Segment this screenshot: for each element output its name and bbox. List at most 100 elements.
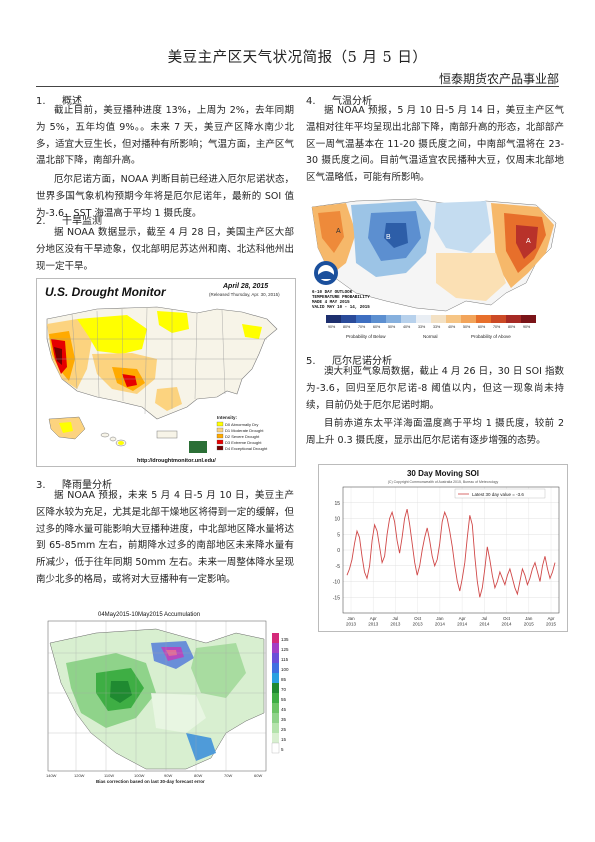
temperature-outlook-map: A B A 6-10 DAY OUTLOOK TEMPERATURE PROBA… bbox=[306, 193, 564, 346]
soi-latest-label: Latest 30 day value = -3.6 bbox=[472, 492, 524, 497]
soi-title: 30 Day Moving SOI bbox=[407, 469, 479, 478]
section-2-para: 据 NOAA 数据显示，截至 4 月 28 日，美国主产区大部分地区没有干旱迹象… bbox=[36, 227, 294, 272]
organization: 恒泰期货农产品事业部 bbox=[438, 72, 559, 86]
section-4-para: 据 NOAA 预报，5 月 10 日-5 月 14 日，美豆主产区气温相对往年平… bbox=[306, 105, 564, 184]
lon-0: 140W bbox=[46, 773, 57, 778]
legend-d4: D4 Exceptional Drought bbox=[225, 446, 268, 451]
soi-xtick-9-1: 2015 bbox=[546, 622, 557, 627]
scale-10: 15 bbox=[281, 737, 287, 742]
scale-8: 35 bbox=[281, 717, 287, 722]
precip-footer: Bias correction based on last 30-day for… bbox=[96, 779, 205, 784]
header-rule bbox=[36, 86, 559, 87]
soi-ytick-2: 5 bbox=[337, 532, 340, 538]
soi-xtick-0-0: Jan bbox=[347, 616, 355, 621]
soi-ytick-6: -15 bbox=[333, 595, 340, 601]
region-a-east: A bbox=[526, 238, 531, 245]
prob-above-label: Probability of Above bbox=[471, 334, 511, 339]
soi-xtick-1-1: 2013 bbox=[368, 622, 379, 627]
legend-d1: D1 Moderate Drought bbox=[225, 428, 264, 433]
soi-ytick-4: -5 bbox=[336, 564, 341, 570]
soi-xtick-1-0: Apr bbox=[370, 616, 378, 621]
region-b: B bbox=[386, 234, 391, 241]
soi-legend-box bbox=[454, 488, 546, 499]
soi-xtick-3-1: 2013 bbox=[413, 622, 424, 627]
soi-xtick-2-1: 2013 bbox=[390, 622, 401, 627]
pct-12: 80% bbox=[508, 325, 516, 329]
section-1-para-2: 厄尔尼诺方面，NOAA 判断目前已经进入厄尔尼诺状态，世界多国气象机构预期今年将… bbox=[36, 174, 294, 219]
temp-caption-1: 6-10 DAY OUTLOOK bbox=[312, 291, 353, 295]
region-a: A bbox=[336, 228, 341, 235]
usda-logo bbox=[189, 441, 207, 453]
page-title: 美豆主产区天气状况简报（5 月 5 日） bbox=[167, 50, 428, 66]
pct-7: 33% bbox=[433, 325, 441, 329]
lon-5: 80W bbox=[194, 773, 202, 778]
pct-13: 90% bbox=[523, 325, 531, 329]
pct-6: 33% bbox=[418, 325, 426, 329]
scale-2: 115 bbox=[281, 657, 289, 662]
soi-xtick-0-1: 2013 bbox=[346, 622, 357, 627]
pct-0: 90% bbox=[328, 325, 336, 329]
lon-3: 100W bbox=[134, 773, 145, 778]
soi-xtick-6-1: 2014 bbox=[479, 622, 490, 627]
section-5-heading: 5. 厄尔尼诺分析 bbox=[306, 356, 392, 367]
soi-plot-frame bbox=[342, 486, 560, 614]
soi-xtick-2-0: Jul bbox=[393, 616, 399, 621]
scale-3: 100 bbox=[281, 667, 289, 672]
temp-caption-2: TEMPERATURE PROBABILITY bbox=[312, 296, 370, 300]
lon-7: 60W bbox=[254, 773, 262, 778]
legend-d2: D2 Severe Drought bbox=[225, 434, 260, 439]
section-5-para-1: 澳大利亚气象局数据，截止 4 月 26 日，30 日 SOI 指数为-3.6，回… bbox=[306, 366, 564, 411]
soi-xtick-9-0: Apr bbox=[547, 616, 555, 621]
drought-legend-title: Intensity: bbox=[217, 415, 238, 420]
drought-date: April 28, 2015 bbox=[222, 283, 268, 290]
soi-xtick-3-0: Oct bbox=[414, 616, 422, 621]
soi-xtick-8-0: Jan bbox=[525, 616, 533, 621]
soi-series-line bbox=[346, 508, 556, 598]
soi-xtick-4-0: Jan bbox=[436, 616, 444, 621]
section-4-heading: 4. 气温分析 bbox=[306, 96, 372, 107]
soi-xtick-6-0: Jul bbox=[481, 616, 487, 621]
pct-3: 60% bbox=[373, 325, 381, 329]
scale-6: 55 bbox=[281, 697, 287, 702]
pct-1: 80% bbox=[343, 325, 351, 329]
pct-2: 70% bbox=[358, 325, 366, 329]
scale-4: 85 bbox=[281, 677, 287, 682]
scale-7: 45 bbox=[281, 707, 287, 712]
pct-9: 50% bbox=[463, 325, 471, 329]
scale-11: 5 bbox=[281, 747, 284, 752]
pct-4: 50% bbox=[388, 325, 396, 329]
temp-caption-4: VALID MAY 10 - 14, 2015 bbox=[312, 306, 370, 310]
pct-8: 40% bbox=[448, 325, 456, 329]
pct-5: 40% bbox=[403, 325, 411, 329]
soi-xtick-5-1: 2014 bbox=[457, 622, 468, 627]
soi-xtick-8-1: 2015 bbox=[524, 622, 535, 627]
lon-6: 70W bbox=[224, 773, 232, 778]
section-2-heading: 2. 干旱监测 bbox=[36, 216, 102, 227]
lon-4: 90W bbox=[164, 773, 172, 778]
precipitation-map: 04May2015-10May2015 Accumulation 135 125… bbox=[36, 603, 294, 784]
scale-1: 125 bbox=[281, 647, 289, 652]
pct-11: 70% bbox=[493, 325, 501, 329]
prob-below-label: Probability of Below bbox=[346, 334, 386, 339]
section-5-para-2: 目前赤道东太平洋海面温度高于平均 1 摄氏度，较前 2 周上升 0.3 摄氏度，… bbox=[306, 418, 564, 446]
soi-xtick-5-0: Apr bbox=[459, 616, 467, 621]
temp-caption-3: MADE 4 MAY 2015 bbox=[312, 301, 350, 305]
pct-10: 60% bbox=[478, 325, 486, 329]
lon-2: 110W bbox=[104, 773, 114, 778]
section-3-para: 据 NOAA 预报，未来 5 月 4 日-5 月 10 日，美豆主产区降水较为充… bbox=[36, 490, 294, 585]
drought-title: U.S. Drought Monitor bbox=[45, 285, 167, 299]
drought-monitor-map: U.S. Drought Monitor April 28, 2015 (Rel… bbox=[36, 278, 296, 467]
soi-xtick-7-0: Oct bbox=[503, 616, 511, 621]
legend-d3: D3 Extreme Drought bbox=[225, 440, 262, 445]
drought-released: (Released Thursday, Apr. 30, 2015) bbox=[209, 292, 280, 297]
lon-1: 120W bbox=[74, 773, 85, 778]
section-3-heading: 3. 降雨量分析 bbox=[36, 480, 112, 491]
normal-label: Normal bbox=[423, 334, 438, 339]
scale-5: 70 bbox=[281, 687, 287, 692]
soi-ytick-0: 15 bbox=[334, 501, 340, 507]
legend-d0: D0 Abnormally Dry bbox=[225, 422, 258, 427]
soi-ytick-1: 10 bbox=[334, 517, 340, 523]
soi-source: (C) Copyright Commonwealth of Australia … bbox=[388, 480, 499, 484]
soi-ytick-3: 0 bbox=[337, 548, 340, 554]
section-1-heading: 1. 概述 bbox=[36, 96, 82, 107]
